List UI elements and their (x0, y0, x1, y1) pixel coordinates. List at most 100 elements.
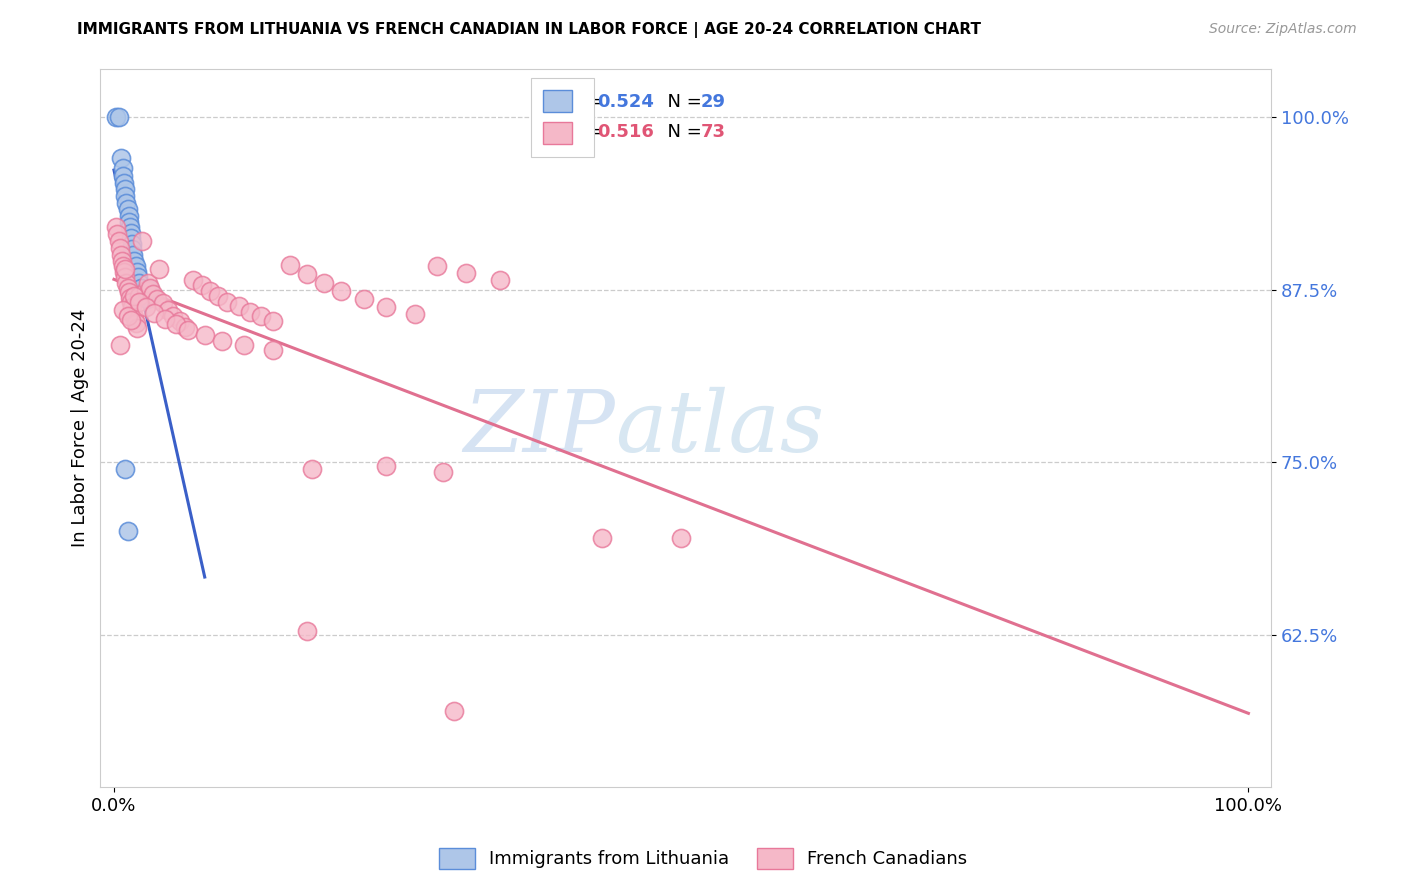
Point (115, 195, 138, 210)
Point (105, 220, 128, 235)
Point (142, 306, 165, 320)
Point (105, 110, 128, 124)
Point (118, 285, 141, 300)
Point (121, 243, 143, 257)
Text: R =: R = (568, 123, 607, 141)
Legend: Immigrants from Lithuania, French Canadians: Immigrants from Lithuania, French Canadi… (432, 840, 974, 876)
Point (125, 264, 148, 278)
Point (108, 241, 131, 255)
Point (117, 202, 139, 217)
Point (146, 292, 169, 306)
Point (233, 338, 256, 352)
Point (121, 301, 143, 315)
Text: IMMIGRANTS FROM LITHUANIA VS FRENCH CANADIAN IN LABOR FORCE | AGE 20-24 CORRELAT: IMMIGRANTS FROM LITHUANIA VS FRENCH CANA… (77, 22, 981, 38)
Point (200, 284, 222, 298)
Y-axis label: In Labor Force | Age 20-24: In Labor Force | Age 20-24 (72, 309, 89, 547)
Point (183, 273, 205, 287)
Point (124, 316, 146, 330)
Point (107, 234, 129, 248)
Point (117, 524, 139, 539)
Point (194, 328, 217, 343)
Point (111, 253, 134, 268)
Legend: , : , (531, 78, 595, 157)
Point (443, 704, 465, 718)
Point (114, 462, 136, 476)
Point (107, 110, 129, 124)
Point (112, 176, 135, 190)
Point (250, 309, 273, 323)
Point (124, 259, 146, 273)
Point (124, 289, 146, 303)
Point (152, 296, 174, 310)
Point (426, 259, 449, 273)
Point (115, 276, 138, 290)
Point (124, 253, 146, 268)
Point (312, 276, 335, 290)
Point (114, 182, 136, 196)
Point (174, 319, 197, 334)
Point (148, 261, 170, 276)
Point (117, 309, 139, 323)
Text: 29: 29 (702, 93, 725, 111)
Point (295, 268, 318, 282)
Point (135, 283, 157, 297)
Point (165, 317, 187, 331)
Point (295, 624, 318, 638)
Point (177, 323, 200, 337)
Point (262, 314, 284, 328)
Point (329, 284, 352, 298)
Point (191, 278, 214, 293)
Point (228, 299, 250, 313)
Point (169, 314, 191, 328)
Text: R =: R = (568, 93, 607, 111)
Point (157, 303, 180, 318)
Text: N =: N = (657, 123, 709, 141)
Point (262, 343, 284, 358)
Point (124, 310, 146, 325)
Point (117, 281, 139, 295)
Point (375, 459, 398, 474)
Point (131, 234, 153, 248)
Point (118, 210, 141, 224)
Point (118, 220, 141, 235)
Text: 73: 73 (702, 123, 725, 141)
Point (122, 248, 145, 262)
Point (301, 462, 323, 476)
Point (120, 231, 142, 245)
Point (454, 266, 477, 280)
Point (432, 465, 454, 479)
Text: Source: ZipAtlas.com: Source: ZipAtlas.com (1209, 22, 1357, 37)
Point (128, 276, 150, 290)
Point (153, 311, 176, 326)
Point (125, 321, 148, 335)
Point (112, 169, 135, 184)
Point (114, 270, 136, 285)
Point (120, 226, 142, 240)
Text: atlas: atlas (616, 386, 824, 469)
Point (114, 188, 136, 202)
Point (112, 161, 135, 175)
Point (239, 304, 262, 318)
Point (591, 531, 613, 545)
Point (207, 289, 229, 303)
Text: 0.516: 0.516 (596, 123, 654, 141)
Point (112, 264, 135, 278)
Point (353, 292, 375, 306)
Point (132, 286, 155, 301)
Text: N =: N = (657, 93, 709, 111)
Point (112, 259, 135, 273)
Point (136, 276, 159, 290)
Point (139, 281, 162, 295)
Point (110, 248, 132, 262)
Point (128, 289, 150, 303)
Point (669, 531, 692, 545)
Text: ZIP: ZIP (464, 386, 616, 469)
Point (135, 301, 157, 315)
Point (278, 258, 301, 272)
Point (375, 301, 398, 315)
Point (110, 151, 132, 165)
Point (121, 236, 143, 251)
Point (139, 283, 162, 297)
Point (118, 291, 141, 305)
Point (120, 295, 142, 310)
